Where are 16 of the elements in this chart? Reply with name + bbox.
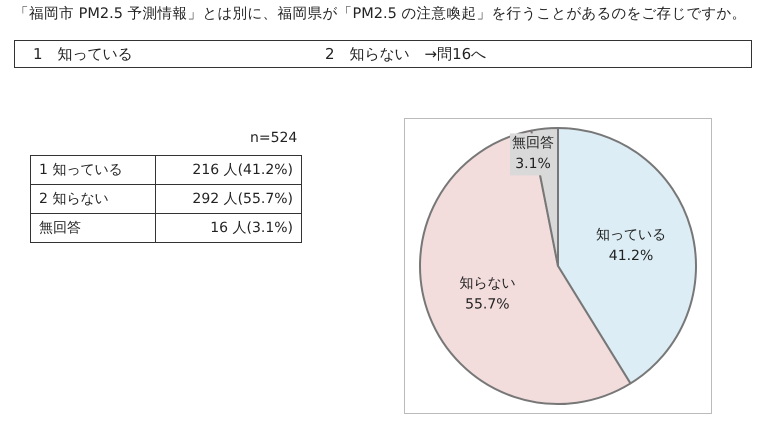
data-label: 41.2% [608, 248, 654, 264]
text: 16 人(3.1%) [155, 214, 302, 242]
text: 216 人(41.2%) [155, 156, 302, 184]
text: 2 知らない [30, 184, 156, 214]
data-label: 3.1% [515, 156, 551, 172]
text: 292 人(55.7%) [155, 184, 302, 214]
text: 2 知らない →問16へ [325, 45, 486, 64]
slice-label: 知らない [459, 275, 516, 292]
text: n=524 [250, 130, 298, 146]
text: 無回答 [30, 214, 156, 242]
data-label: 55.7% [465, 296, 510, 312]
text: 1 知っている [33, 45, 133, 64]
slice-label: 知っている [596, 226, 666, 243]
chart-title: 「福岡市 PM2.5 予測情報」とは別に、福岡県が「PM2.5 の注意喚起」を行うことがあるのをご存じですか。 [14, 4, 748, 24]
slice-label: 無回答 [512, 135, 554, 152]
text: 1 知っている [30, 156, 156, 184]
